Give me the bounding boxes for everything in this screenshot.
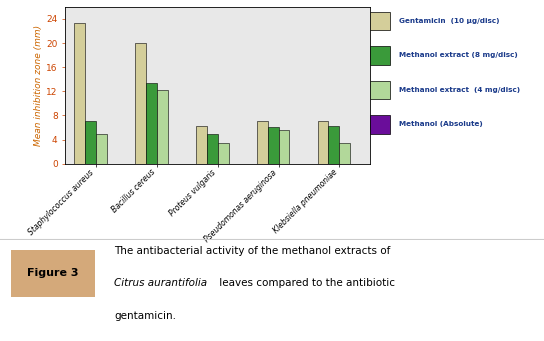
Bar <box>370 80 390 99</box>
Text: Klebsiella pneumoniae: Klebsiella pneumoniae <box>272 168 339 236</box>
Bar <box>257 121 268 164</box>
Text: Pseudomonas aeruginosa: Pseudomonas aeruginosa <box>203 168 279 243</box>
Bar <box>96 134 107 164</box>
Text: leaves compared to the antibiotic: leaves compared to the antibiotic <box>215 278 394 287</box>
Text: Methanol extract (8 mg/disc): Methanol extract (8 mg/disc) <box>399 53 517 58</box>
FancyBboxPatch shape <box>11 250 95 297</box>
Text: Figure 3: Figure 3 <box>27 268 79 278</box>
Text: The antibacterial activity of the methanol extracts of: The antibacterial activity of the methan… <box>114 246 391 256</box>
Bar <box>135 43 146 164</box>
Text: Citrus aurantifolia: Citrus aurantifolia <box>114 278 207 287</box>
Text: Bacillus cereus: Bacillus cereus <box>110 168 157 215</box>
Bar <box>329 126 339 164</box>
Bar <box>318 121 329 164</box>
Text: gentamicin.: gentamicin. <box>114 311 176 322</box>
Bar <box>85 121 96 164</box>
Text: Methanol (Absolute): Methanol (Absolute) <box>399 121 483 128</box>
Bar <box>279 131 289 164</box>
Y-axis label: Mean inhibition zone (mm): Mean inhibition zone (mm) <box>34 25 44 146</box>
Text: Staphylococcus aureus: Staphylococcus aureus <box>27 168 96 237</box>
Bar <box>370 12 390 30</box>
Bar <box>157 90 168 164</box>
Bar <box>207 134 218 164</box>
Bar <box>146 84 157 164</box>
Bar <box>268 128 279 164</box>
Bar <box>370 46 390 65</box>
Bar <box>218 143 228 164</box>
Bar <box>339 143 350 164</box>
Text: Methanol extract  (4 mg/disc): Methanol extract (4 mg/disc) <box>399 87 520 93</box>
Bar <box>370 115 390 134</box>
Text: Gentamicin  (10 μg/disc): Gentamicin (10 μg/disc) <box>399 18 499 24</box>
Bar <box>74 23 85 164</box>
Bar <box>196 126 207 164</box>
Text: Proteus vulgaris: Proteus vulgaris <box>168 168 218 218</box>
